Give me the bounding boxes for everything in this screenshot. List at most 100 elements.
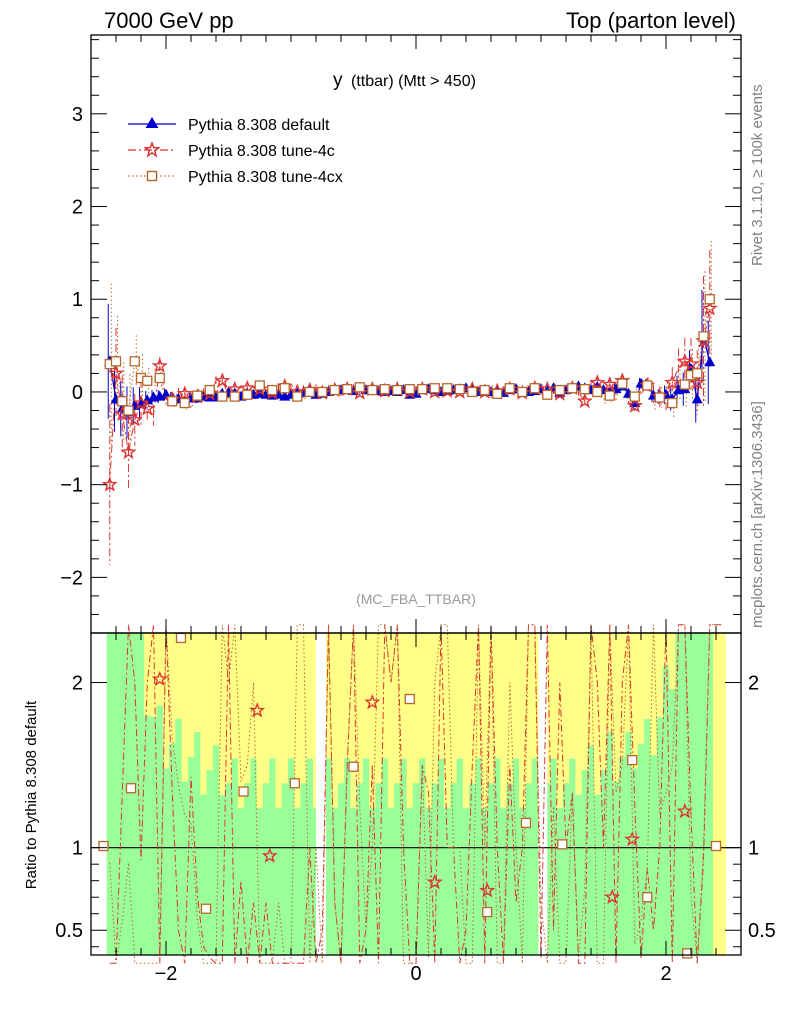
ratio-band-inner <box>244 783 251 955</box>
ratio-band-inner <box>181 781 189 955</box>
data-point <box>217 391 228 402</box>
data-point <box>629 397 641 408</box>
ratio-band-gap <box>538 633 548 955</box>
data-point <box>604 390 615 401</box>
ratio-band-inner <box>662 666 670 955</box>
ratio-band-inner <box>144 715 151 955</box>
ratio-band-inner <box>656 717 664 955</box>
y-tick-label: −2 <box>60 567 83 589</box>
ratio-content <box>91 624 741 964</box>
data-point <box>123 405 134 416</box>
ratio-marker <box>175 632 187 644</box>
ratio-band-inner <box>675 633 683 955</box>
ratio-band-inner <box>619 756 626 955</box>
data-point <box>141 394 153 405</box>
axes: −2 0 2 −2 −1 0 1 2 3 0.5 0.5 1 1 2 2 <box>55 34 776 985</box>
ratio-band-inner <box>444 808 451 955</box>
data-point <box>467 386 478 398</box>
ratio-band-inner <box>250 758 258 955</box>
ratio-band-inner <box>562 783 570 955</box>
ratio-band-inner <box>219 794 226 955</box>
ratio-marker <box>404 693 415 705</box>
ratio-band-inner <box>331 808 339 955</box>
data-point <box>592 386 603 398</box>
ratio-band-inner <box>112 633 120 955</box>
ratio-marker <box>676 802 693 819</box>
legend-entry-tune-4c: Pythia 8.308 tune-4c <box>128 140 335 160</box>
y-tick-label: 1 <box>72 289 83 311</box>
data-point <box>579 384 590 395</box>
data-point <box>617 378 628 389</box>
ratio-band-outer <box>387 633 395 955</box>
ratio-band-inner <box>287 758 295 955</box>
data-point <box>379 384 390 395</box>
ratio-marker <box>261 847 278 863</box>
ratio-band-inner <box>669 689 676 955</box>
ratio-band-inner <box>156 705 164 955</box>
ratio-band-inner <box>356 783 364 955</box>
triangle-marker-icon <box>145 117 159 128</box>
ratio-marker <box>151 670 168 687</box>
ratio-band-outer <box>500 633 508 955</box>
data-point <box>698 331 709 342</box>
data-point <box>679 379 690 390</box>
ratio-band-inner <box>531 758 539 955</box>
data-point <box>317 386 328 398</box>
data-point <box>179 397 190 409</box>
y-tick-label: −1 <box>60 475 83 497</box>
ratio-band-inner <box>175 718 183 955</box>
ratio-band-inner <box>131 633 139 955</box>
ratio-y-tick-label-left: 2 <box>72 673 83 695</box>
ratio-band-inner <box>681 633 689 955</box>
data-point <box>542 389 553 400</box>
data-point <box>654 392 665 403</box>
ratio-band-inner <box>325 758 333 955</box>
ratio-band-outer <box>594 633 601 955</box>
star-marker-icon <box>143 140 161 158</box>
ratio-y-tick-label-left: 0.5 <box>55 920 83 942</box>
legend: Pythia 8.308 default Pythia 8.308 tune-4… <box>128 117 343 186</box>
ratio-band-outer <box>350 633 358 955</box>
ratio-band-inner <box>581 770 589 955</box>
ratio-band-inner <box>412 783 420 955</box>
data-point <box>504 383 515 394</box>
data-point <box>126 411 143 427</box>
ratio-band-inner <box>462 808 470 955</box>
data-point <box>404 384 415 395</box>
data-point <box>629 391 640 402</box>
ratio-band-outer <box>406 633 414 955</box>
data-point <box>642 380 653 391</box>
ratio-band-inner <box>362 758 370 955</box>
ratio-marker <box>624 830 641 847</box>
data-point <box>567 383 578 394</box>
data-point <box>417 384 428 395</box>
ratio-band-outer <box>462 633 470 955</box>
data-point <box>479 384 490 396</box>
data-point <box>682 355 700 372</box>
ratio-band-outer <box>200 633 208 955</box>
ratio-band-inner <box>694 633 701 955</box>
ratio-marker <box>200 903 212 914</box>
ratio-marker <box>557 839 568 850</box>
data-point <box>354 382 365 393</box>
ratio-band-inner <box>169 743 176 955</box>
data-point <box>132 394 150 410</box>
data-point <box>151 357 168 373</box>
ratio-band-inner <box>544 783 551 955</box>
ratio-band-inner <box>381 758 389 955</box>
data-point <box>254 380 265 391</box>
ratio-band-inner <box>556 808 564 955</box>
data-point <box>704 356 716 367</box>
ratio-marker <box>249 702 266 718</box>
ratio-band-inner <box>456 758 464 955</box>
data-point <box>192 390 203 401</box>
ratio-band-inner <box>606 732 614 955</box>
ratio-band-inner <box>550 758 558 955</box>
ratio-band-inner <box>350 808 358 955</box>
data-point <box>454 384 465 395</box>
data-point <box>517 386 528 398</box>
legend-entry-default: Pythia 8.308 default <box>128 117 330 134</box>
ratio-band-inner <box>637 743 645 955</box>
ratio-band-inner <box>294 808 301 955</box>
data-point <box>214 372 231 388</box>
